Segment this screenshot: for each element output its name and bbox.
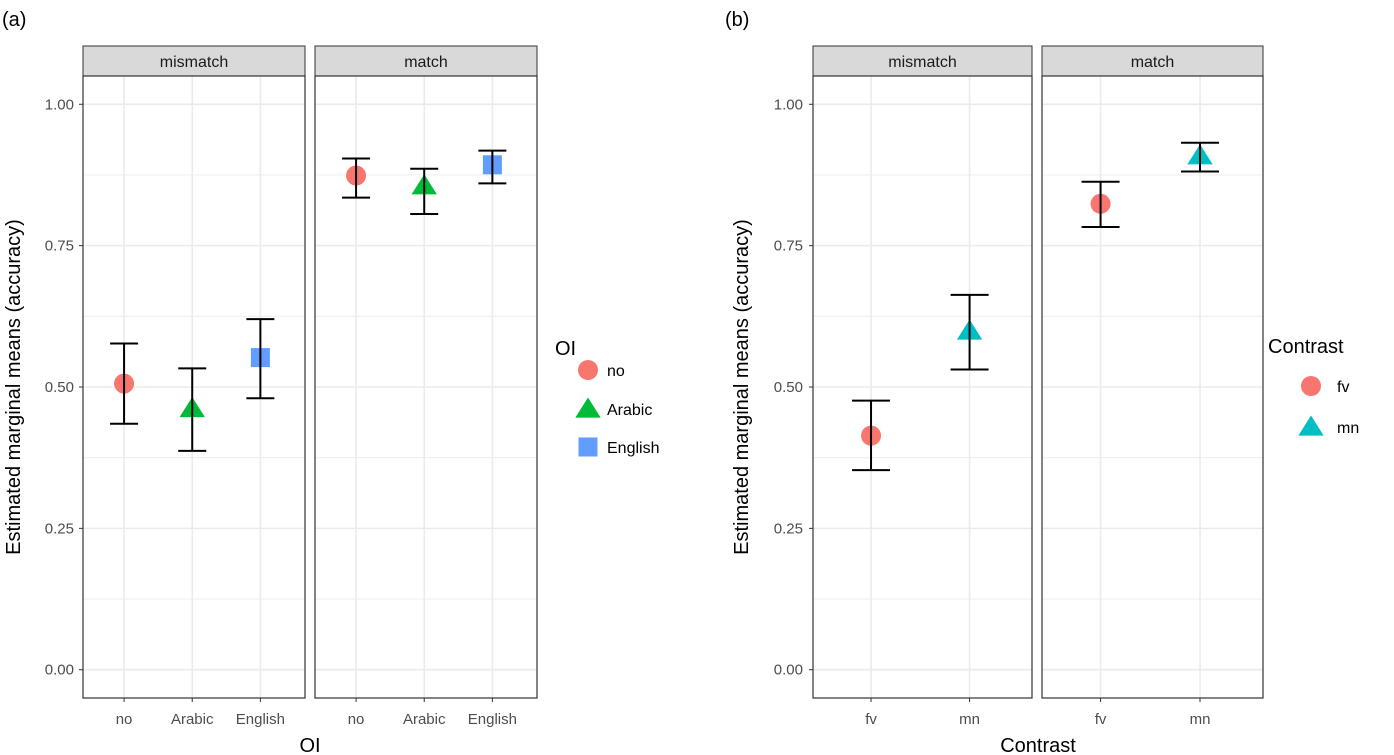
point-Arabic	[410, 167, 439, 215]
point-English	[478, 149, 507, 185]
strip-label: match	[404, 54, 448, 71]
legend-triangle-icon	[1298, 415, 1324, 436]
x-tick-label: fv	[865, 711, 877, 728]
x-tick-label: Arabic	[171, 711, 214, 728]
x-tick-label: fv	[1095, 711, 1107, 728]
legend-triangle-icon	[575, 397, 601, 418]
legend-circle-icon	[578, 360, 598, 380]
legend-label: fv	[1337, 379, 1349, 396]
strip	[82, 45, 306, 77]
panel-label: (b)	[725, 9, 749, 31]
strip-label: mismatch	[888, 54, 956, 71]
legend-label: no	[607, 363, 625, 380]
legend: Contrast fv mn	[1268, 336, 1359, 437]
y-axis-title: Estimated marginal means (accuracy)	[3, 219, 25, 555]
panel-border	[1041, 75, 1264, 699]
panel-label: (a)	[2, 9, 26, 31]
facet-match: match fv mn	[1041, 45, 1264, 728]
x-tick-label: English	[236, 711, 285, 728]
y-tick-label: 0.25	[45, 520, 74, 537]
point-English	[246, 318, 275, 400]
y-tick-label: 0.50	[45, 379, 74, 396]
y-tick-label: 0.00	[774, 662, 803, 679]
x-tick-label: mn	[1190, 711, 1211, 728]
legend-item: Arabic	[575, 397, 652, 419]
legend-item: fv	[1301, 376, 1349, 396]
x-axis-title: OI	[299, 735, 320, 755]
legend-item: no	[578, 360, 625, 380]
x-tick-label: no	[116, 711, 133, 728]
legend-square-icon	[578, 437, 598, 457]
panel-border	[812, 75, 1033, 699]
y-tick-label: 0.50	[774, 379, 803, 396]
panel-border	[314, 75, 538, 699]
facet-mismatch: mismatch no Arabic English	[82, 45, 306, 728]
strip-label: match	[1131, 54, 1175, 71]
point-mn	[950, 293, 989, 371]
legend: OI no Arabic English	[555, 338, 659, 457]
strip	[812, 45, 1033, 77]
legend-title: Contrast	[1268, 336, 1344, 358]
point-no	[342, 157, 371, 199]
y-tick-label: 0.25	[774, 520, 803, 537]
strip	[1041, 45, 1264, 77]
point-no	[110, 342, 139, 425]
y-tick-label: 1.00	[774, 96, 803, 113]
point-Arabic	[178, 367, 207, 452]
legend-title: OI	[555, 338, 576, 360]
y-tick-label: 1.00	[45, 96, 74, 113]
x-tick-label: English	[468, 711, 517, 728]
y-tick-label: 0.75	[45, 238, 74, 255]
y-tick-label: 0.75	[774, 238, 803, 255]
y-tick-label: 0.00	[45, 662, 74, 679]
panel-a: (a) 0.00 0.25 0.50 0.75 1.00 Estimated margina…	[2, 9, 659, 755]
y-axis-title: Estimated marginal means (accuracy)	[731, 219, 753, 555]
point-fv	[852, 399, 891, 472]
facet-match: match no Arabic English	[314, 45, 538, 728]
x-tick-label: no	[348, 711, 365, 728]
x-axis-title: Contrast	[1000, 735, 1076, 755]
x-tick-label: mn	[959, 711, 980, 728]
legend-item: mn	[1298, 415, 1359, 437]
panel-border	[82, 75, 306, 699]
legend-item: English	[578, 437, 659, 457]
x-tick-label: Arabic	[403, 711, 446, 728]
legend-circle-icon	[1301, 376, 1321, 396]
strip-label: mismatch	[160, 54, 228, 71]
strip	[314, 45, 538, 77]
legend-label: Arabic	[607, 402, 652, 419]
point-fv	[1081, 180, 1120, 228]
legend-label: English	[607, 440, 659, 457]
legend-label: mn	[1337, 420, 1359, 437]
panel-b: (b) 0.00 0.25 0.50 0.75 1.00 Estimated margina…	[725, 9, 1359, 755]
point-mn	[1181, 141, 1220, 173]
facet-mismatch: mismatch fv mn	[812, 45, 1033, 728]
